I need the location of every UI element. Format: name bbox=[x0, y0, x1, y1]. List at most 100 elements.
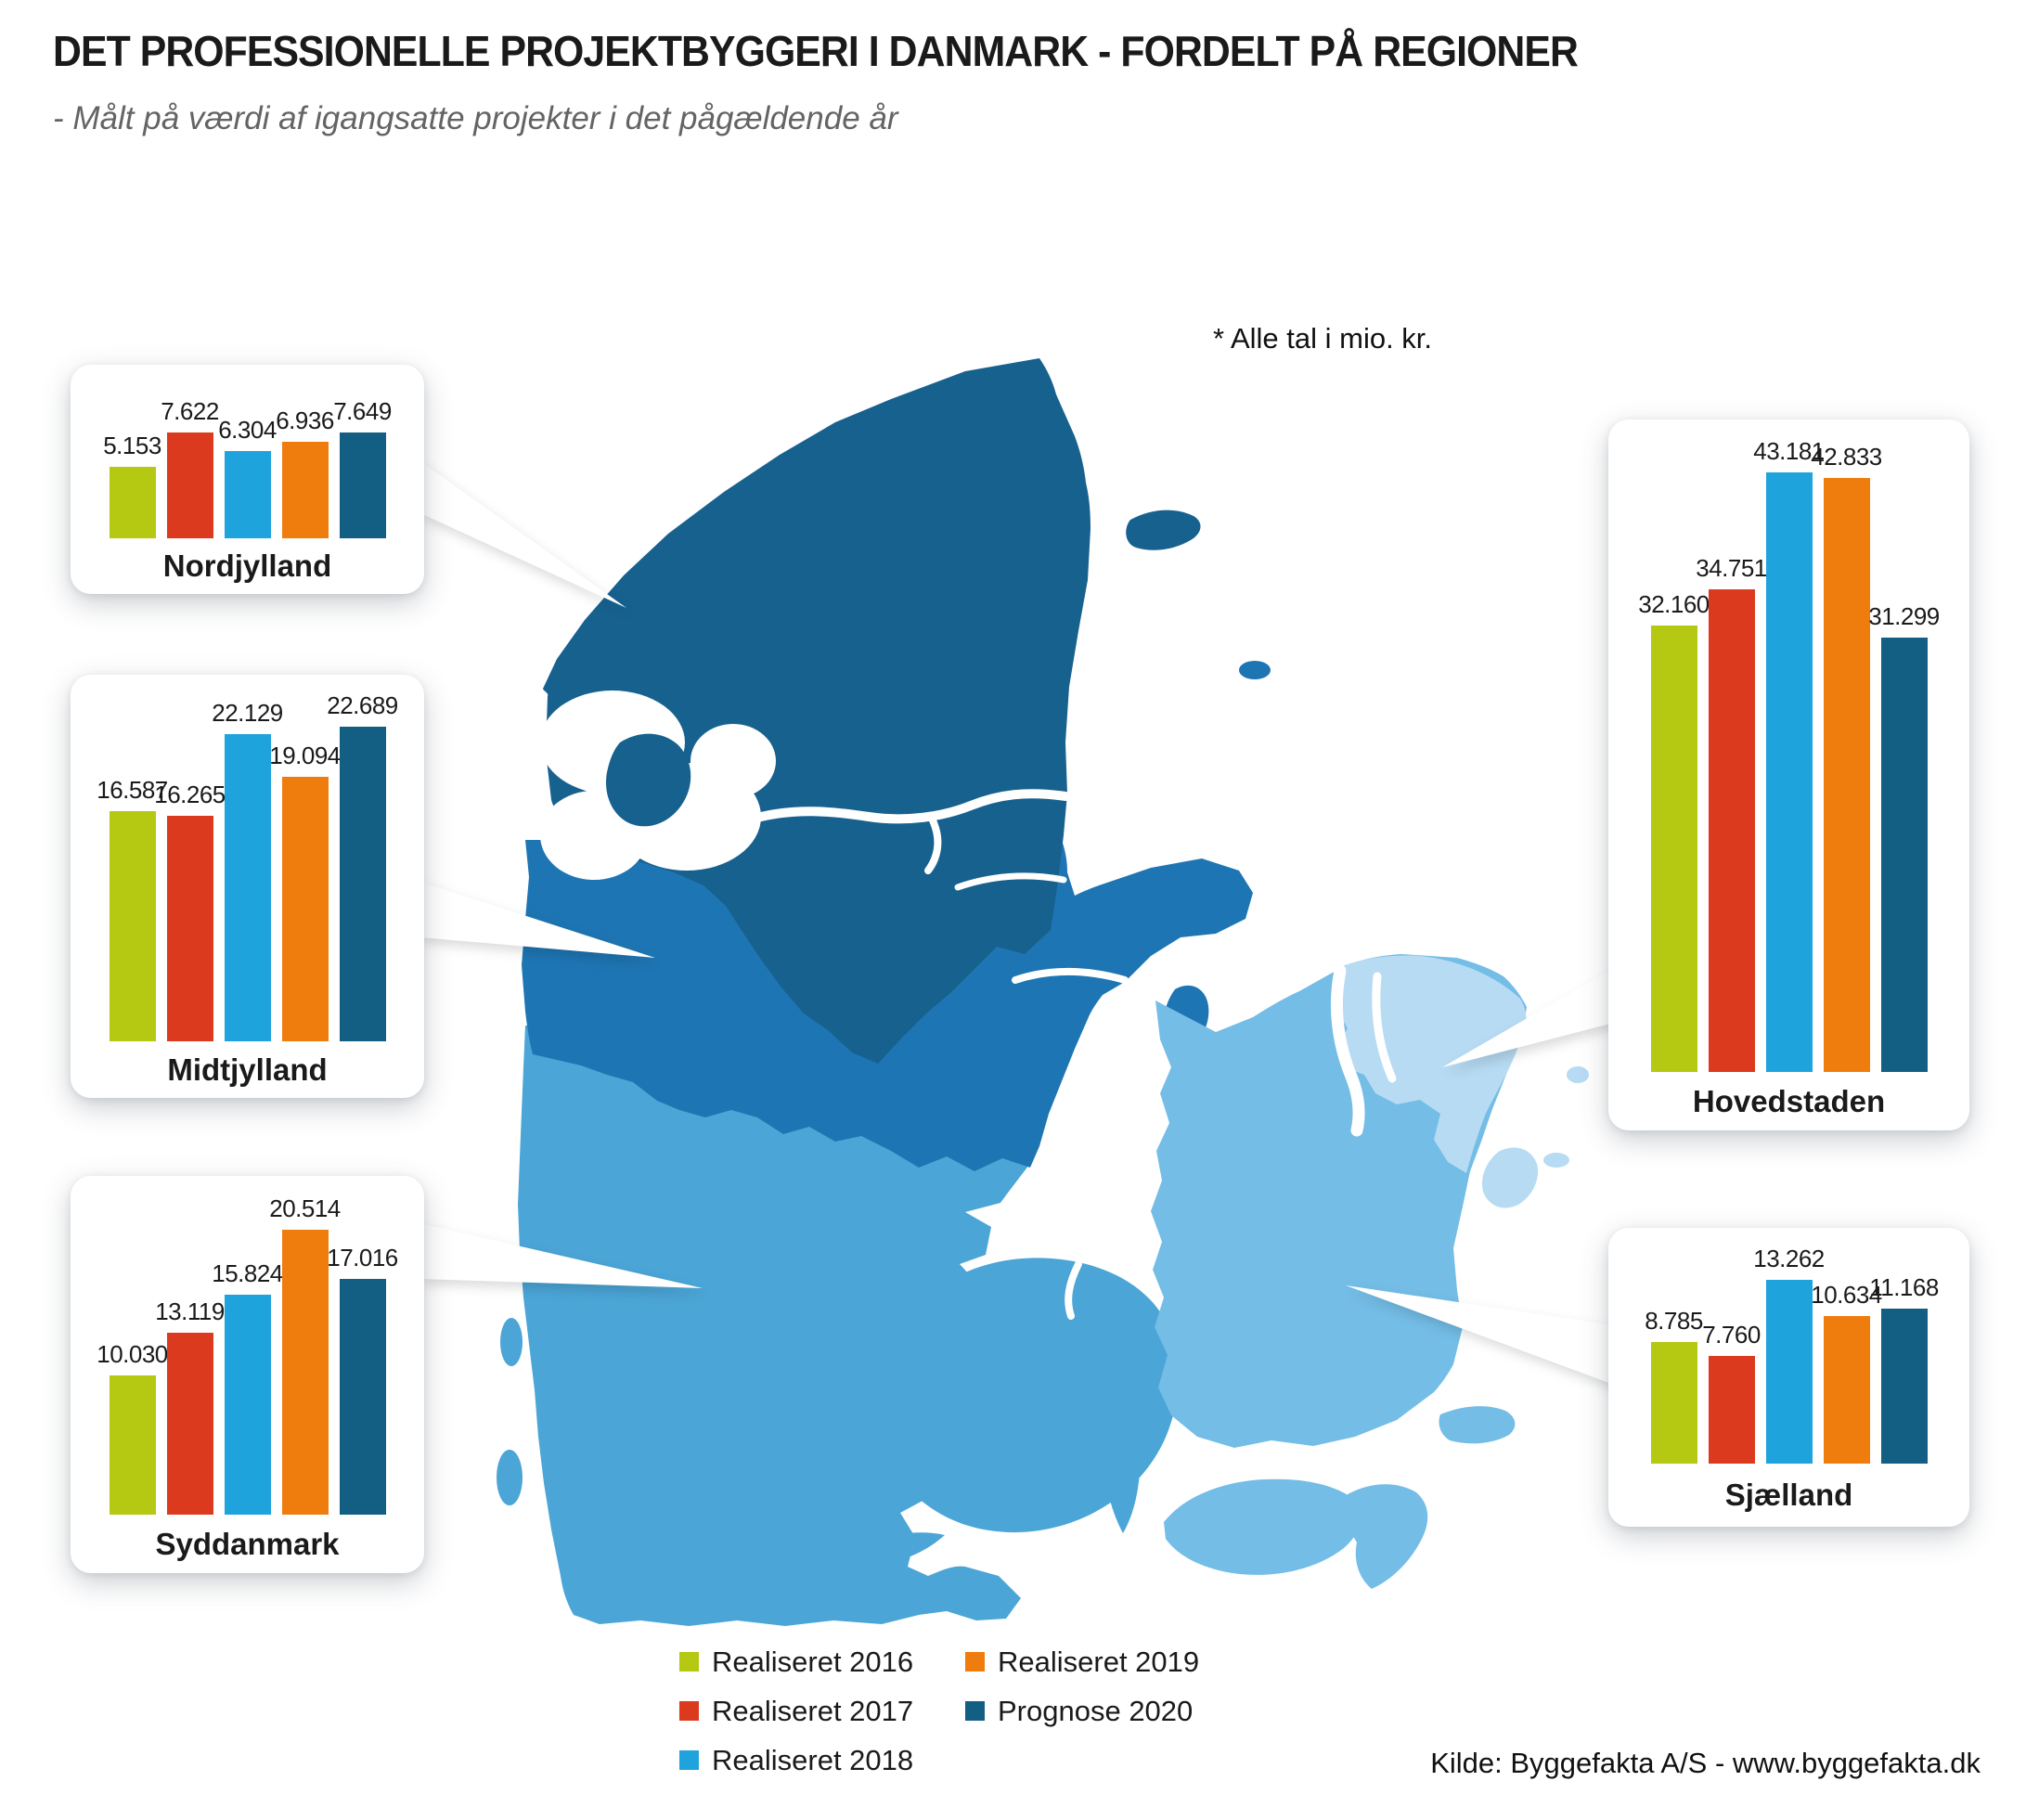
bar-group: 6.936 bbox=[276, 365, 334, 538]
bar-prognose-2020 bbox=[339, 1279, 386, 1515]
legend-item: Realiseret 2017 bbox=[679, 1686, 913, 1736]
bar-prognose-2020 bbox=[1880, 638, 1928, 1072]
bar-group: 42.833 bbox=[1811, 420, 1882, 1072]
legend-label: Prognose 2020 bbox=[998, 1694, 1194, 1727]
bar-realiseret-2019 bbox=[281, 777, 329, 1041]
bar-value-label: 7.649 bbox=[333, 397, 392, 425]
legend-swatch-icon bbox=[965, 1652, 985, 1672]
legend-swatch-icon bbox=[965, 1701, 985, 1721]
bar-group: 20.514 bbox=[269, 1176, 341, 1515]
bar-value-label: 10.030 bbox=[97, 1340, 168, 1368]
region-card-hovedstaden: 32.160 34.751 43.181 42.833 31.299 Hovedstade… bbox=[1608, 420, 1969, 1130]
bar-group: 7.622 bbox=[161, 365, 219, 538]
map-region-hovedstaden bbox=[1336, 955, 1589, 1208]
bar-value-label: 32.160 bbox=[1638, 590, 1710, 618]
bar-value-label: 10.634 bbox=[1811, 1281, 1882, 1309]
region-name-label: Syddanmark bbox=[155, 1526, 340, 1561]
bar-realiseret-2019 bbox=[281, 442, 329, 538]
bar-value-label: 8.785 bbox=[1645, 1307, 1703, 1335]
bar-realiseret-2017 bbox=[166, 432, 213, 538]
bar-value-label: 42.833 bbox=[1811, 443, 1882, 471]
bar-realiseret-2017 bbox=[1708, 1356, 1755, 1464]
legend-label: Realiseret 2018 bbox=[712, 1743, 914, 1776]
bar-group: 22.689 bbox=[327, 675, 398, 1041]
bar-group: 6.304 bbox=[218, 365, 277, 538]
bar-prognose-2020 bbox=[339, 432, 386, 538]
region-name-label: Nordjylland bbox=[162, 549, 332, 583]
callout-wedge-hovedstaden bbox=[1442, 968, 1614, 1067]
bar-group: 10.030 bbox=[97, 1176, 168, 1515]
bar-group: 16.587 bbox=[97, 675, 168, 1041]
bar-value-label: 6.304 bbox=[218, 416, 277, 444]
bar-realiseret-2016 bbox=[1650, 1342, 1697, 1464]
bar-group: 31.299 bbox=[1868, 420, 1940, 1072]
bar-value-label: 5.153 bbox=[103, 432, 161, 459]
bar-value-label: 7.760 bbox=[1702, 1321, 1761, 1349]
page-subtitle: - Målt på værdi af igangsatte projekter … bbox=[53, 100, 898, 136]
bar-realiseret-2016 bbox=[109, 467, 156, 538]
bar-group: 13.119 bbox=[155, 1176, 225, 1515]
region-name-label: Hovedstaden bbox=[1692, 1083, 1886, 1118]
bar-realiseret-2018 bbox=[224, 734, 271, 1041]
legend-swatch-icon bbox=[679, 1750, 699, 1770]
region-card-sjaelland: 8.785 7.760 13.262 10.634 11.168 Sjælland bbox=[1608, 1228, 1969, 1527]
unit-note: * Alle tal i mio. kr. bbox=[1213, 322, 1433, 355]
bar-group: 11.168 bbox=[1869, 1228, 1939, 1464]
bar-group: 15.824 bbox=[212, 1176, 283, 1515]
bar-realiseret-2016 bbox=[1650, 626, 1697, 1072]
bar-group: 5.153 bbox=[103, 365, 161, 538]
region-card-syddanmark: 10.030 13.119 15.824 20.514 17.016 Syddanmark bbox=[71, 1176, 424, 1573]
legend-label: Realiseret 2017 bbox=[712, 1694, 914, 1727]
bar-value-label: 43.181 bbox=[1753, 437, 1825, 465]
bar-value-label: 17.016 bbox=[327, 1244, 398, 1271]
legend-label: Realiseret 2019 bbox=[998, 1645, 1200, 1678]
legend-item: Realiseret 2019 bbox=[965, 1637, 1199, 1686]
bar-group: 19.094 bbox=[269, 675, 341, 1041]
header: DET PROFESSIONELLE PROJEKTBYGGERI I DANM… bbox=[53, 26, 1693, 137]
bar-realiseret-2018 bbox=[1765, 1280, 1813, 1464]
callout-wedge-sjaelland bbox=[1346, 1285, 1614, 1385]
bar-value-label: 6.936 bbox=[276, 407, 334, 434]
legend-column: Realiseret 2019 Prognose 2020 bbox=[965, 1637, 1199, 1736]
bar-value-label: 15.824 bbox=[212, 1259, 283, 1287]
bar-realiseret-2016 bbox=[109, 1375, 156, 1515]
bar-group: 43.181 bbox=[1753, 420, 1825, 1072]
bar-group: 10.634 bbox=[1811, 1228, 1882, 1464]
legend-label: Realiseret 2016 bbox=[712, 1645, 914, 1678]
bar-value-label: 13.262 bbox=[1753, 1245, 1825, 1272]
bar-value-label: 20.514 bbox=[269, 1194, 341, 1222]
page-title: DET PROFESSIONELLE PROJEKTBYGGERI I DANM… bbox=[53, 27, 1579, 75]
bar-group: 32.160 bbox=[1638, 420, 1710, 1072]
bar-value-label: 11.168 bbox=[1869, 1273, 1939, 1301]
bar-value-label: 34.751 bbox=[1696, 554, 1767, 582]
callout-wedges bbox=[420, 461, 1614, 1385]
bar-group: 16.265 bbox=[154, 675, 226, 1041]
bar-realiseret-2016 bbox=[109, 811, 156, 1041]
bar-realiseret-2017 bbox=[1708, 589, 1755, 1072]
legend-item: Realiseret 2016 bbox=[679, 1637, 913, 1686]
bar-realiseret-2018 bbox=[224, 1295, 271, 1515]
limfjord-water bbox=[540, 691, 1129, 1320]
callout-wedge-nordjylland bbox=[420, 461, 626, 608]
callout-wedge-midtjylland bbox=[420, 882, 655, 958]
bar-chart-hovedstaden: 32.160 34.751 43.181 42.833 31.299 bbox=[1608, 420, 1969, 1072]
bar-chart-midtjylland: 16.587 16.265 22.129 19.094 22.689 bbox=[71, 675, 424, 1041]
source-credit: Kilde: Byggefakta A/S - www.byggefakta.d… bbox=[1430, 1747, 1981, 1779]
legend-swatch-icon bbox=[679, 1701, 699, 1721]
legend-swatch-icon bbox=[679, 1652, 699, 1672]
region-name-label: Sjælland bbox=[1724, 1478, 1853, 1512]
bar-realiseret-2019 bbox=[1823, 478, 1870, 1072]
bar-value-label: 7.622 bbox=[161, 397, 219, 425]
bar-group: 13.262 bbox=[1753, 1228, 1825, 1464]
sjaelland-fjords bbox=[1330, 964, 1397, 1137]
bar-group: 8.785 bbox=[1645, 1228, 1703, 1464]
region-card-midtjylland: 16.587 16.265 22.129 19.094 22.689 Midtjyllan… bbox=[71, 675, 424, 1098]
region-card-nordjylland: 5.153 7.622 6.304 6.936 7.649 Nordjylland bbox=[71, 365, 424, 594]
bar-realiseret-2018 bbox=[224, 451, 271, 538]
bar-group: 34.751 bbox=[1696, 420, 1767, 1072]
legend-column: Realiseret 2016 Realiseret 2017 Realiseret… bbox=[679, 1637, 913, 1785]
legend-item: Prognose 2020 bbox=[965, 1686, 1199, 1736]
bar-realiseret-2017 bbox=[166, 1333, 213, 1515]
bar-group: 7.760 bbox=[1702, 1228, 1761, 1464]
